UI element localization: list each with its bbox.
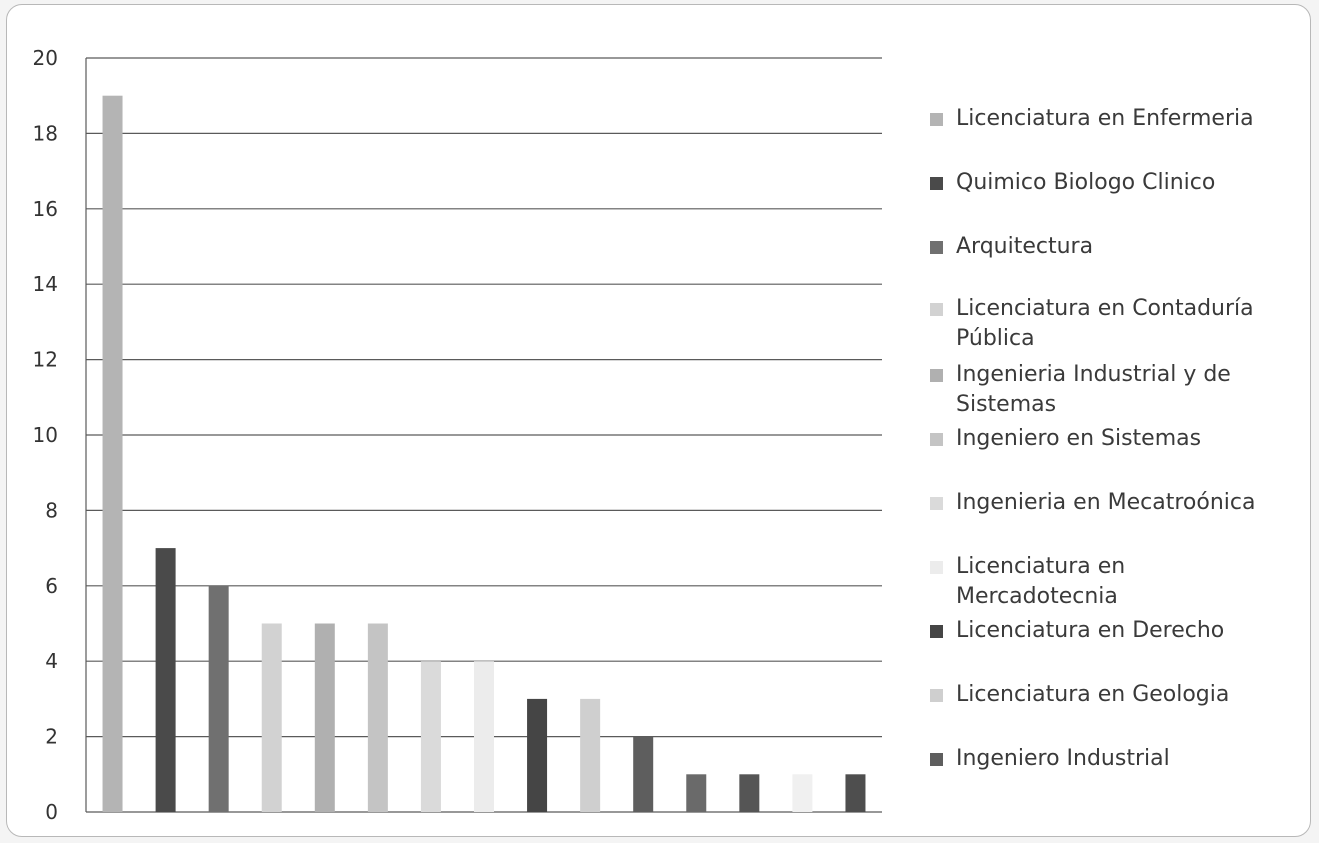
- legend-swatch: [930, 369, 943, 382]
- legend-item: Licenciatura en Mercadotecnia: [930, 552, 1310, 612]
- legend-item: Licenciatura en Contaduría Pública: [930, 294, 1310, 354]
- legend-label: Ingenieria en Mecatroónica: [956, 490, 1256, 515]
- legend-label: Arquitectura: [956, 234, 1094, 259]
- legend: Licenciatura en Enfermeria Quimico Biolog…: [930, 0, 1315, 843]
- legend-item: Ingenieria Industrial y de Sistemas: [930, 360, 1310, 420]
- bar-chart: 0 2 4 6 8 10 12 14 16 18 20: [33, 46, 882, 824]
- bar: [845, 774, 866, 812]
- legend-label: Ingeniero en Sistemas: [956, 426, 1202, 451]
- legend-item: Arquitectura: [930, 232, 1310, 262]
- bar: [314, 623, 335, 812]
- y-tick-label: 20: [33, 46, 58, 70]
- legend-label: Ingeniero Industrial: [956, 746, 1170, 771]
- y-tick-label: 10: [33, 423, 58, 447]
- bar: [155, 548, 176, 812]
- y-tick-label: 18: [33, 121, 58, 145]
- bar: [474, 661, 494, 812]
- y-tick-label: 16: [33, 197, 58, 221]
- legend-swatch: [930, 241, 943, 254]
- legend-swatch: [930, 753, 943, 766]
- y-tick-label: 0: [45, 800, 58, 824]
- y-tick-label: 8: [45, 498, 58, 522]
- legend-label: Licenciatura en Contaduría Pública: [956, 296, 1254, 351]
- y-tick-label: 12: [33, 348, 58, 372]
- bar: [208, 585, 229, 812]
- y-tick-label: 6: [45, 574, 58, 598]
- bar: [686, 774, 707, 812]
- bar: [792, 774, 813, 812]
- y-tick-label: 2: [45, 725, 58, 749]
- legend-item: Ingenieria en Mecatroónica: [930, 488, 1310, 518]
- legend-label: Quimico Biologo Clinico: [956, 170, 1216, 195]
- legend-item: Licenciatura en Geologia: [930, 680, 1310, 710]
- legend-swatch: [930, 689, 943, 702]
- legend-swatch: [930, 113, 943, 126]
- legend-swatch: [930, 497, 943, 510]
- y-tick-label: 14: [33, 272, 58, 296]
- bar: [420, 661, 441, 812]
- legend-swatch: [930, 177, 943, 190]
- legend-label: Ingenieria Industrial y de Sistemas: [956, 362, 1231, 417]
- legend-label: Licenciatura en Derecho: [956, 618, 1225, 643]
- y-axis-ticks: 0 2 4 6 8 10 12 14 16 18 20: [33, 46, 58, 824]
- legend-item: Licenciatura en Enfermeria: [930, 104, 1310, 134]
- legend-label: Licenciatura en Mercadotecnia: [956, 554, 1126, 609]
- bar: [367, 623, 388, 812]
- y-tick-label: 4: [45, 649, 58, 673]
- bar: [527, 698, 548, 812]
- legend-swatch: [930, 561, 943, 574]
- bar: [261, 623, 282, 812]
- bar: [102, 95, 123, 812]
- legend-swatch: [930, 625, 943, 638]
- legend-swatch: [930, 433, 943, 446]
- bar: [580, 698, 601, 812]
- bars: [102, 95, 866, 812]
- legend-swatch: [930, 303, 943, 316]
- legend-label: Licenciatura en Enfermeria: [956, 106, 1254, 131]
- legend-item: Ingeniero Industrial: [930, 744, 1310, 774]
- legend-item: Licenciatura en Derecho: [930, 616, 1310, 646]
- bar: [739, 774, 760, 812]
- legend-label: Licenciatura en Geologia: [956, 682, 1230, 707]
- legend-item: Quimico Biologo Clinico: [930, 168, 1310, 198]
- legend-item: Ingeniero en Sistemas: [930, 424, 1310, 454]
- bar: [633, 736, 654, 812]
